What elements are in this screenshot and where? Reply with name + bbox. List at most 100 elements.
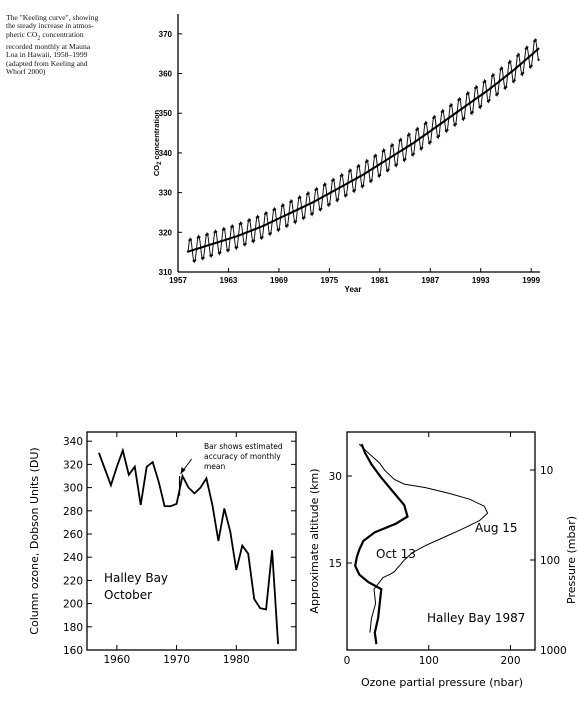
ozone-column-y-tick-label: 260 [63,529,83,541]
keeling-x-tick-label: 1975 [320,276,338,285]
keeling-monthly-point [307,192,310,195]
caption-line-5: Loa in Hawaii, 1958–1999 [6,50,88,60]
keeling-x-tick-label: 1999 [522,276,540,285]
keeling-chart: 310 320 330 340 350 360 370 1957 1963 1969 1975 198… [152,14,541,294]
ozone-profile-oct13-label: Oct 13 [376,547,416,561]
ozone-profile-y-tick-label: 30 [329,471,342,483]
keeling-monthly-point [378,173,382,177]
keeling-monthly-point [252,239,256,242]
keeling-monthly-point [210,253,214,257]
keeling-monthly-point [399,138,403,141]
ozone-column-x-tick-label: 1960 [103,654,130,666]
keeling-monthly-point [341,174,344,177]
keeling-monthly-point [311,212,314,215]
keeling-y-tick-label: 310 [159,268,173,277]
keeling-monthly-point [219,251,222,254]
ozone-column-y-tick-label: 200 [63,599,83,611]
keeling-monthly-point [206,233,209,236]
keeling-x-tick-label: 1963 [220,276,238,285]
keeling-x-axis-title: Year [345,285,362,294]
ozone-profile-frame [346,431,536,651]
keeling-monthly-point [395,163,399,166]
ozone-annotation-line-3: mean [204,462,226,471]
keeling-monthly-point [488,99,491,102]
ozone-profile-aug15-label: Aug 15 [475,521,518,535]
keeling-monthly-point [214,230,218,233]
keeling-monthly-point [521,71,525,75]
keeling-monthly-point [479,105,483,108]
ozone-profile-right-tick-label: 1000 [540,645,567,657]
keeling-monthly-point [353,189,357,192]
keeling-monthly-point [492,73,495,77]
caption-line-6: (adapted from Keeling and [6,58,88,68]
ozone-column-series-line [98,447,279,645]
caption-line-4: recorded monthly at Mauna [6,41,91,51]
keeling-monthly-point [496,92,499,95]
keeling-monthly-point [223,228,226,231]
keeling-monthly-point [467,91,470,95]
keeling-monthly-point [278,228,281,231]
caption-line-7: Whorf 2000) [6,66,46,76]
ozone-column-x-tick-label: 1980 [223,654,250,666]
keeling-monthly-point [244,242,247,246]
keeling-monthly-point [513,79,516,82]
ozone-profile-oct13-line [354,443,409,645]
keeling-monthly-point [370,179,373,182]
keeling-monthly-point [408,133,411,136]
caption-line-1: The "Keeling curve", showing [6,13,99,22]
keeling-monthly-point [420,146,424,149]
keeling-monthly-point [471,110,474,114]
keeling-monthly-point [412,152,415,155]
ozone-column-y-tick-label: 340 [63,436,83,448]
keeling-monthly-point [320,207,323,210]
keeling-monthly-point [416,127,420,130]
ozone-annotation-line-1: Bar shows estimated [204,442,283,451]
keeling-monthly-point [240,222,243,225]
keeling-monthly-point [530,64,533,68]
keeling-monthly-point [437,134,441,138]
ozone-profile-y-axis-title: Approximate altitude (km) [308,468,321,613]
keeling-monthly-point [227,248,230,251]
keeling-monthly-point [463,116,466,120]
keeling-monthly-point [429,140,432,144]
ozone-profile-right-axis-title: Pressure (mbar) [565,516,578,604]
caption-line-3-b: concentration [40,29,84,39]
keeling-monthly-point [257,215,260,219]
keeling-monthly-point [303,216,306,219]
keeling-monthly-point [349,169,352,172]
keeling-monthly-point [336,198,340,201]
keeling-monthly-point [345,193,348,197]
ozone-profile-x-tick-label: 100 [419,655,439,667]
keeling-monthly-point [383,149,386,152]
keeling-monthly-point [282,204,285,207]
keeling-monthly-point [433,115,436,119]
keeling-monthly-point [324,183,327,186]
keeling-x-tick-label: 1981 [371,276,389,285]
keeling-monthly-point [269,232,272,235]
keeling-y-tick-label: 340 [159,149,173,158]
keeling-monthly-point [261,236,264,239]
ozone-profile-y-tick-label: 15 [329,558,342,570]
keeling-monthly-point [484,80,487,83]
keeling-monthly-point [294,220,298,223]
ozone-column-y-tick-label: 240 [63,552,83,564]
keeling-monthly-point [357,164,361,168]
ozone-month-label: October [104,588,152,602]
keeling-monthly-point [273,208,277,211]
ozone-column-chart: 160 180 200 220 240 260 280 300 320 340 1960 1970 19… [28,431,297,666]
keeling-y-tick-label: 370 [159,30,173,39]
keeling-y-axis-title: CO2 concentration [152,109,163,176]
keeling-monthly-point [458,97,462,101]
ozone-column-y-tick-label: 160 [63,645,83,657]
ozone-column-y-tick-label: 280 [63,506,83,518]
keeling-monthly-point [537,58,540,61]
ozone-profile-location-label: Halley Bay 1987 [427,611,525,625]
keeling-monthly-point [374,154,378,157]
ozone-column-frame [86,431,297,651]
keeling-monthly-point [442,109,445,113]
keeling-monthly-point [235,246,239,249]
keeling-monthly-point [454,122,457,126]
keeling-y-axis-title-part: concentration [152,109,161,161]
keeling-monthly-point [231,225,235,228]
